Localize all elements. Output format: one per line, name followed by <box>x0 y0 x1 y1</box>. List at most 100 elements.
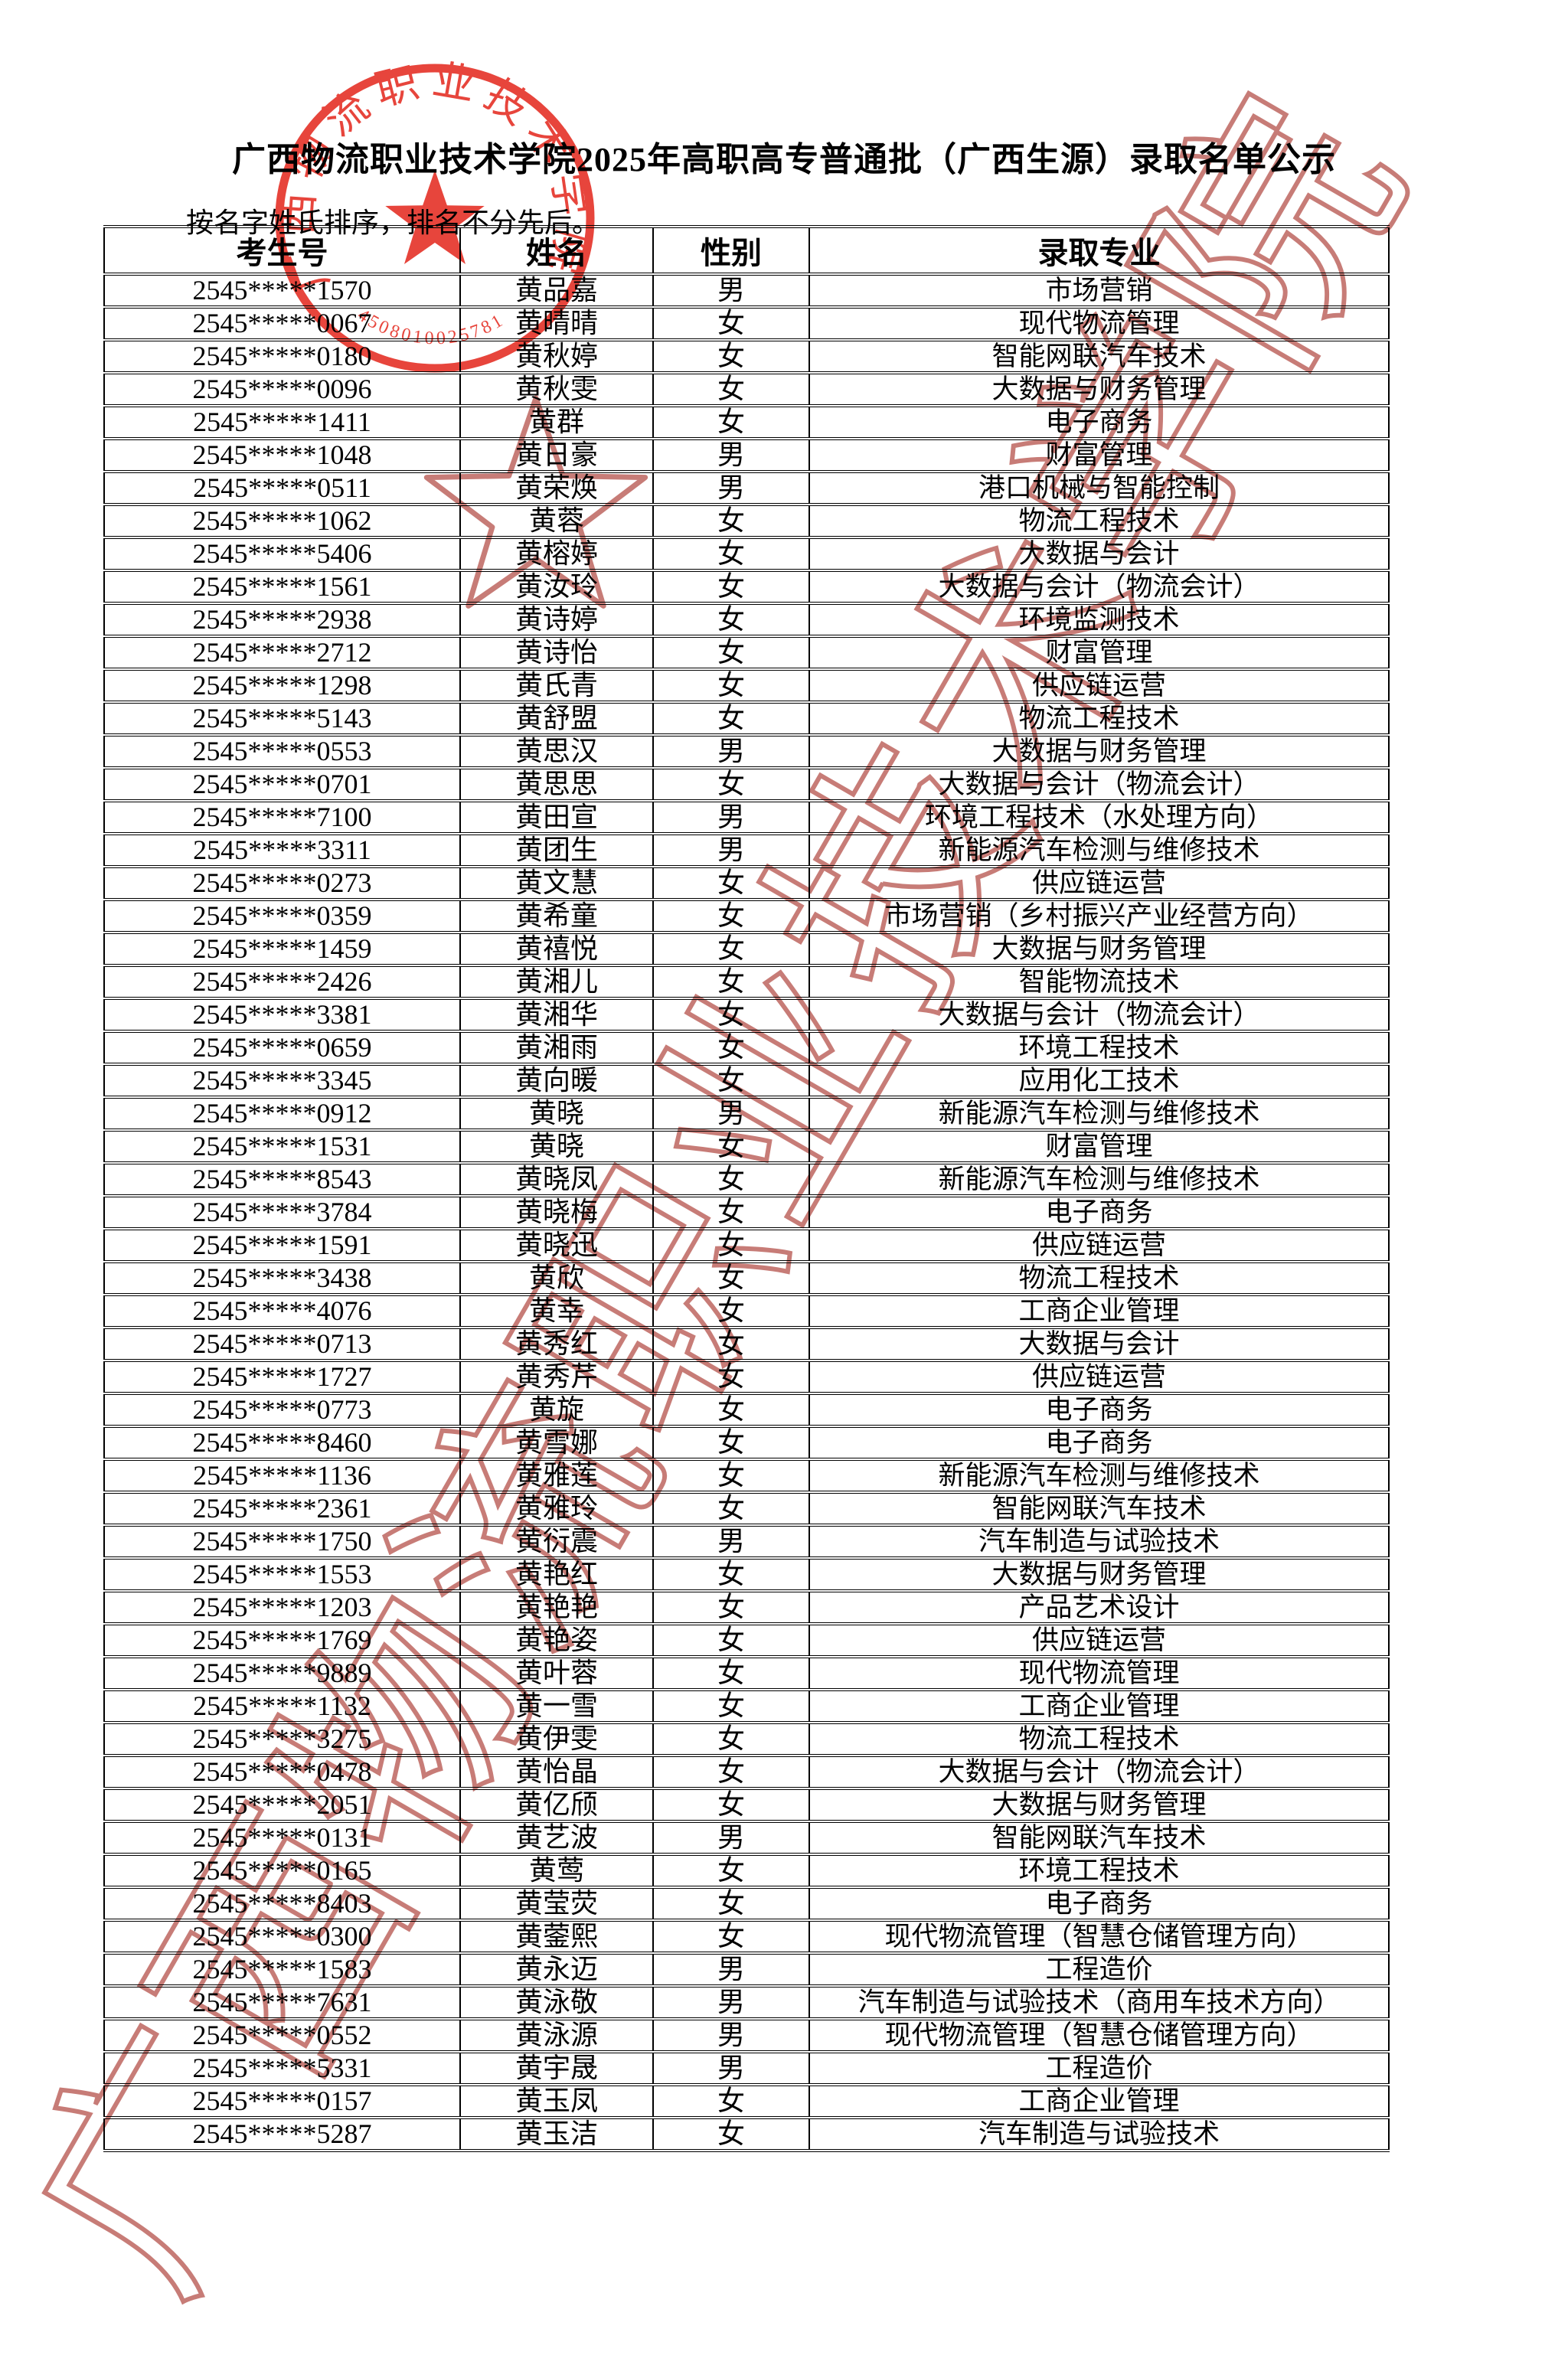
major-cell: 供应链运营 <box>808 1227 1390 1263</box>
gender-cell: 男 <box>652 273 810 309</box>
name-cell: 黄怡晶 <box>459 1754 654 1790</box>
name-cell: 黄莹荧 <box>459 1886 654 1922</box>
candidate-id-cell: 2545*****0067 <box>103 305 461 341</box>
candidate-id-cell: 2545*****0359 <box>103 898 461 934</box>
name-cell: 黄艳姿 <box>459 1622 654 1658</box>
candidate-id-cell: 2545*****5406 <box>103 536 461 572</box>
gender-cell: 男 <box>652 470 810 506</box>
name-cell: 黄希童 <box>459 898 654 934</box>
name-cell: 黄氏青 <box>459 668 654 704</box>
table-row: 2545*****2361 黄雅玲女智能网联汽车技术 <box>103 1491 1390 1527</box>
gender-cell: 女 <box>652 404 810 440</box>
column-header-gender: 性别 <box>652 225 810 276</box>
gender-cell: 男 <box>652 1820 810 1856</box>
candidate-id-cell: 2545*****1298 <box>103 668 461 704</box>
major-cell: 市场营销 <box>808 273 1390 309</box>
major-cell: 电子商务 <box>808 1425 1390 1461</box>
gender-cell: 女 <box>652 1655 810 1691</box>
gender-cell: 女 <box>652 1919 810 1955</box>
major-cell: 大数据与财务管理 <box>808 1556 1390 1592</box>
name-cell: 黄衍震 <box>459 1524 654 1560</box>
page-title: 广西物流职业技术学院2025年高职高专普通批（广西生源）录取名单公示 <box>232 141 1336 178</box>
name-cell: 黄蓥熙 <box>459 1919 654 1955</box>
name-cell: 黄雪娜 <box>459 1425 654 1461</box>
name-cell: 黄泳源 <box>459 2017 654 2053</box>
candidate-id-cell: 2545*****0713 <box>103 1326 461 1362</box>
candidate-id-cell: 2545*****0659 <box>103 1030 461 1066</box>
major-cell: 环境工程技术（水处理方向） <box>808 799 1390 835</box>
table-row: 2545*****8460 黄雪娜女电子商务 <box>103 1425 1390 1461</box>
table-row: 2545*****0773 黄旋女电子商务 <box>103 1392 1390 1428</box>
name-cell: 黄晓迅 <box>459 1227 654 1263</box>
gender-cell: 女 <box>652 1293 810 1329</box>
table-row: 2545*****0511 黄荣焕男港口机械与智能控制 <box>103 470 1390 506</box>
candidate-id-cell: 2545*****1132 <box>103 1688 461 1724</box>
name-cell: 黄一雪 <box>459 1688 654 1724</box>
table-row: 2545*****1531 黄晓女财富管理 <box>103 1129 1390 1164</box>
major-cell: 工程造价 <box>808 2050 1390 2086</box>
gender-cell: 女 <box>652 1622 810 1658</box>
name-cell: 黄泳敬 <box>459 1984 654 2020</box>
gender-cell: 女 <box>652 997 810 1033</box>
major-cell: 供应链运营 <box>808 1359 1390 1395</box>
name-cell: 黄思思 <box>459 766 654 802</box>
gender-cell: 女 <box>652 635 810 671</box>
table-row: 2545*****1750 黄衍震男汽车制造与试验技术 <box>103 1524 1390 1560</box>
candidate-id-cell: 2545*****8403 <box>103 1886 461 1922</box>
name-cell: 黄莺 <box>459 1853 654 1889</box>
major-cell: 财富管理 <box>808 1129 1390 1164</box>
candidate-id-cell: 2545*****1583 <box>103 1952 461 1988</box>
major-cell: 现代物流管理 <box>808 1655 1390 1691</box>
major-cell: 新能源汽车检测与维修技术 <box>808 1161 1390 1197</box>
name-cell: 黄文慧 <box>459 865 654 901</box>
candidate-id-cell: 2545*****0096 <box>103 371 461 407</box>
table-row: 2545*****3438 黄欣女物流工程技术 <box>103 1260 1390 1296</box>
candidate-id-cell: 2545*****1769 <box>103 1622 461 1658</box>
candidate-id-cell: 2545*****8543 <box>103 1161 461 1197</box>
gender-cell: 女 <box>652 964 810 1000</box>
table-row: 2545*****1136 黄雅莲女新能源汽车检测与维修技术 <box>103 1458 1390 1494</box>
name-cell: 黄向暖 <box>459 1063 654 1099</box>
table-row: 2545*****2938 黄诗婷女环境监测技术 <box>103 602 1390 638</box>
name-cell: 黄禧悦 <box>459 931 654 967</box>
table-row: 2545*****3311 黄团生男新能源汽车检测与维修技术 <box>103 832 1390 868</box>
name-cell: 黄晓 <box>459 1129 654 1164</box>
table-row: 2545*****2426 黄湘儿女智能物流技术 <box>103 964 1390 1000</box>
seal-serial-number: 4508010025781 <box>354 305 508 349</box>
candidate-id-cell: 2545*****0701 <box>103 766 461 802</box>
major-cell: 智能物流技术 <box>808 964 1390 1000</box>
major-cell: 汽车制造与试验技术 <box>808 1524 1390 1560</box>
candidate-id-cell: 2545*****0773 <box>103 1392 461 1428</box>
candidate-id-cell: 2545*****2426 <box>103 964 461 1000</box>
gender-cell: 女 <box>652 898 810 934</box>
major-cell: 智能网联汽车技术 <box>808 1491 1390 1527</box>
major-cell: 大数据与会计（物流会计） <box>808 997 1390 1033</box>
name-cell: 黄湘华 <box>459 997 654 1033</box>
major-cell: 现代物流管理（智慧仓储管理方向） <box>808 1919 1390 1955</box>
name-cell: 黄蓉 <box>459 503 654 539</box>
name-cell: 黄晓梅 <box>459 1194 654 1230</box>
table-row: 2545*****0912 黄晓男新能源汽车检测与维修技术 <box>103 1096 1390 1132</box>
table-row: 2545*****0157 黄玉凤女工商企业管理 <box>103 2083 1390 2119</box>
gender-cell: 女 <box>652 931 810 967</box>
major-cell: 大数据与财务管理 <box>808 733 1390 769</box>
candidate-id-cell: 2545*****3311 <box>103 832 461 868</box>
major-cell: 物流工程技术 <box>808 1260 1390 1296</box>
table-row: 2545*****7631 黄泳敬男汽车制造与试验技术（商用车技术方向） <box>103 1984 1390 2020</box>
name-cell: 黄宇晟 <box>459 2050 654 2086</box>
name-cell: 黄晓 <box>459 1096 654 1132</box>
major-cell: 工商企业管理 <box>808 2083 1390 2119</box>
name-cell: 黄艺波 <box>459 1820 654 1856</box>
candidate-id-cell: 2545*****0157 <box>103 2083 461 2119</box>
name-cell: 黄艳艳 <box>459 1589 654 1625</box>
table-row: 2545*****1727 黄秀芹女供应链运营 <box>103 1359 1390 1395</box>
admission-table-body: 2545*****1570 黄品嘉男市场营销 2545*****0067 黄晴晴女现代… <box>103 273 1390 2152</box>
gender-cell: 男 <box>652 1524 810 1560</box>
table-row: 2545*****1553 黄艳红女大数据与财务管理 <box>103 1556 1390 1592</box>
table-row: 2545*****1048 黄日豪男财富管理 <box>103 437 1390 473</box>
table-row: 2545*****8403 黄莹荧女电子商务 <box>103 1886 1390 1922</box>
table-row: 2545*****3345 黄向暖女应用化工技术 <box>103 1063 1390 1099</box>
name-cell: 黄田宣 <box>459 799 654 835</box>
table-row: 2545*****0713 黄秀红女大数据与会计 <box>103 1326 1390 1362</box>
name-cell: 黄晓凤 <box>459 1161 654 1197</box>
